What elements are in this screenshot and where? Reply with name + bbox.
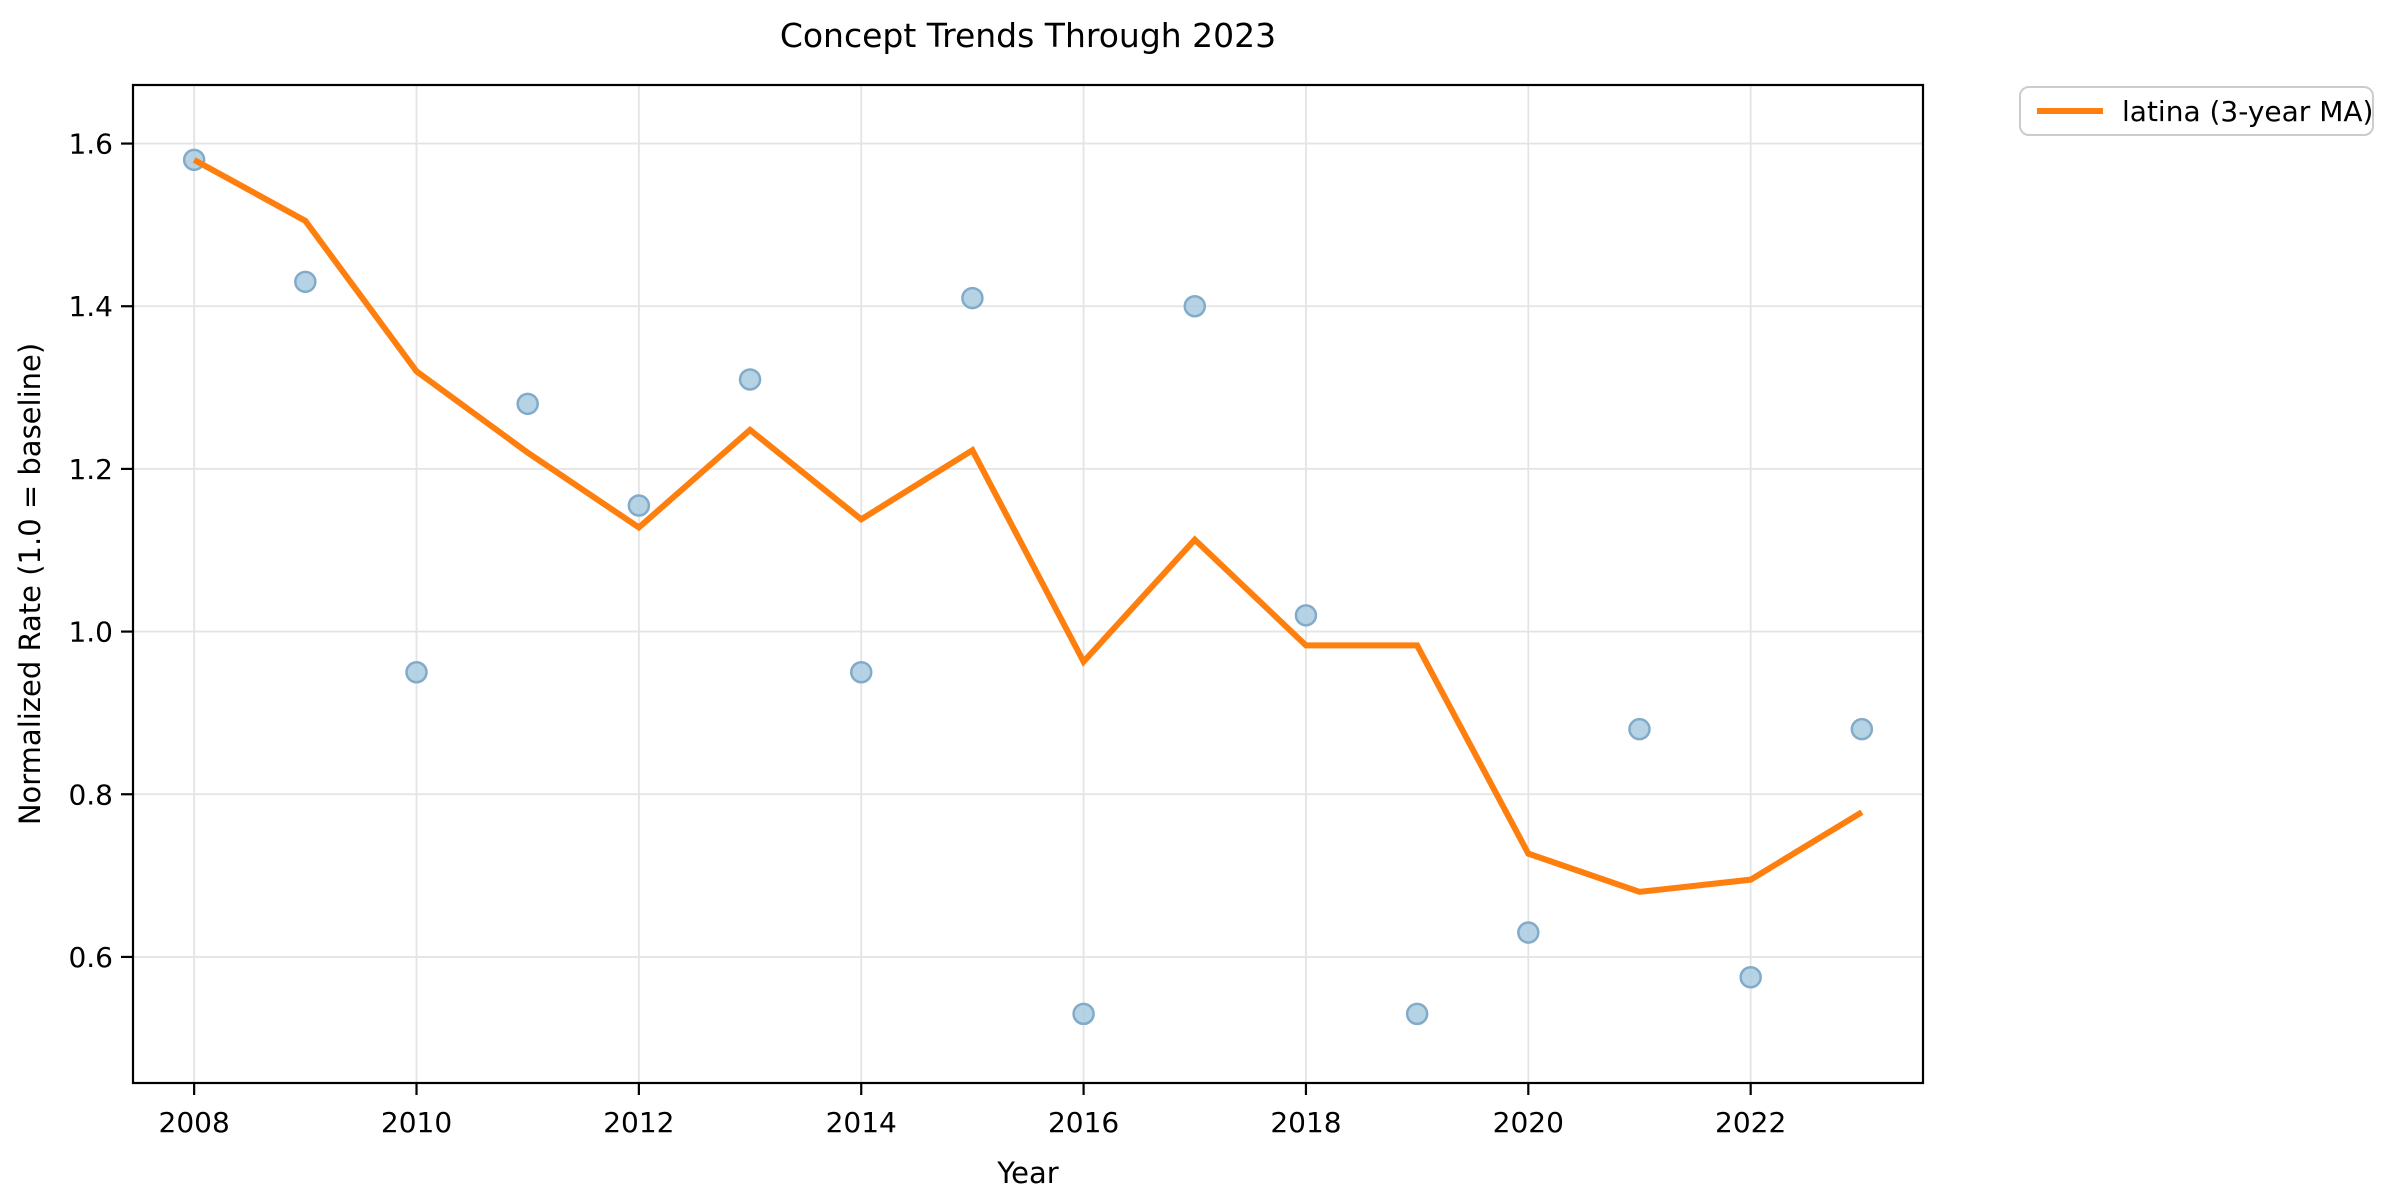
- y-tick-label: 0.8: [68, 778, 113, 811]
- x-tick-label: 2016: [1048, 1106, 1119, 1139]
- x-tick-labels: 2008 2010 2012 2014 2016 2018 2020 2022: [159, 1106, 1787, 1139]
- y-tick-label: 1.6: [68, 128, 113, 161]
- x-axis-label: Year: [996, 1156, 1058, 1190]
- axes-border: [131, 83, 1925, 1085]
- scatter-point: [1850, 717, 1874, 741]
- x-tick-label: 2020: [1493, 1106, 1564, 1139]
- vertical-gridlines: [193, 85, 1752, 1083]
- x-tick-label: 2014: [826, 1106, 897, 1139]
- scatter-point: [1294, 604, 1318, 627]
- scatter-point: [1517, 921, 1540, 944]
- y-tick-label: 0.6: [68, 941, 113, 974]
- x-tick-label: 2008: [159, 1106, 230, 1139]
- scatter-point: [1739, 966, 1762, 989]
- horizontal-gridlines: [133, 142, 1923, 958]
- scatter-point: [1183, 294, 1207, 318]
- scatter-point: [1405, 1002, 1429, 1026]
- x-tick-label: 2018: [1270, 1106, 1341, 1139]
- y-tick-label: 1.0: [68, 616, 113, 649]
- y-tick-labels: 0.6 0.8 1.0 1.2 1.4 1.6: [68, 128, 113, 974]
- scatter-series: [182, 148, 1874, 1026]
- plot-area: [133, 85, 1923, 1083]
- scatter-point: [961, 286, 984, 310]
- x-tick-label: 2022: [1715, 1106, 1786, 1139]
- x-tick-marks: [193, 1083, 1752, 1095]
- scatter-point: [1628, 717, 1651, 741]
- y-tick-label: 1.2: [68, 453, 113, 486]
- scatter-point: [516, 392, 539, 416]
- y-tick-marks: [121, 142, 133, 959]
- y-tick-label: 1.4: [68, 290, 113, 323]
- legend-box: [2019, 86, 2374, 136]
- x-tick-label: 2012: [603, 1106, 674, 1139]
- scatter-point: [627, 494, 651, 517]
- chart-title: Concept Trends Through 2023: [780, 16, 1276, 55]
- legend-entry-label: latina (3-year MA): [2122, 95, 2373, 128]
- legend: latina (3-year MA): [2019, 86, 2374, 136]
- y-axis-label: Normalized Rate (1.0 = baseline): [13, 343, 47, 825]
- scatter-point: [738, 368, 762, 391]
- x-tick-label: 2010: [381, 1106, 452, 1139]
- moving-average-line: [192, 157, 1864, 895]
- scatter-point: [405, 661, 428, 684]
- scatter-point: [849, 661, 873, 684]
- scatter-point: [294, 270, 317, 294]
- scatter-point: [1072, 1002, 1095, 1026]
